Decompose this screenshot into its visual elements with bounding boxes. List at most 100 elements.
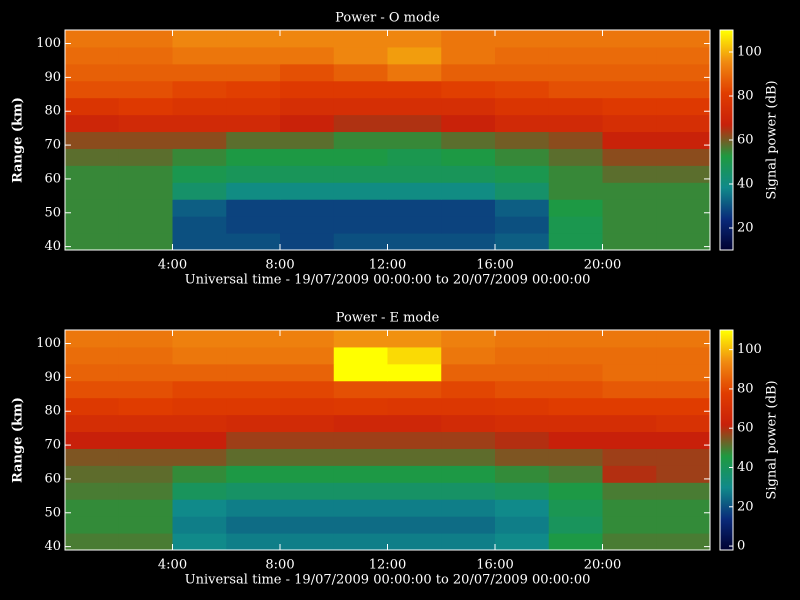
colorbar-swatch xyxy=(720,398,733,401)
heatmap-cell xyxy=(495,499,550,517)
colorbar-swatch xyxy=(720,104,733,107)
colorbar-swatch xyxy=(720,336,733,339)
heatmap-cell xyxy=(656,533,711,551)
heatmap-cell xyxy=(280,165,335,183)
heatmap-cell xyxy=(656,482,711,500)
heatmap-cell xyxy=(387,63,442,82)
colorbar-swatch xyxy=(720,82,733,85)
heatmap-cell xyxy=(387,233,442,251)
heatmap-cell xyxy=(280,46,335,65)
x-tick-label: 20:00 xyxy=(584,558,621,573)
heatmap-cell xyxy=(495,414,550,433)
heatmap-cell xyxy=(656,114,711,133)
colorbar-swatch xyxy=(720,238,733,241)
heatmap-cell xyxy=(172,97,227,116)
heatmap-cell xyxy=(387,516,442,534)
heatmap-cell xyxy=(226,165,281,183)
y-tick-label: 80 xyxy=(44,404,61,419)
heatmap-cell xyxy=(548,216,603,234)
colorbar-swatch xyxy=(720,524,733,527)
heatmap-cell xyxy=(495,30,550,48)
heatmap-cell xyxy=(441,448,496,466)
colorbar-swatch xyxy=(720,506,733,509)
colorbar-swatch xyxy=(720,116,733,119)
heatmap-cell xyxy=(548,482,603,500)
colorbar-swatch xyxy=(720,390,733,393)
colorbar-swatch xyxy=(720,470,733,473)
colorbar-swatch xyxy=(720,406,733,409)
heatmap-cell xyxy=(548,30,603,48)
heatmap-cell xyxy=(172,182,227,200)
heatmap-cell xyxy=(226,516,281,534)
heatmap-cell xyxy=(495,80,550,99)
heatmap-cell xyxy=(656,148,711,166)
colorbar-swatch xyxy=(720,128,733,131)
colorbar-swatch xyxy=(720,416,733,419)
heatmap-cell xyxy=(548,63,603,82)
x-axis-title: Universal time - 19/07/2009 00:00:00 to … xyxy=(185,573,591,588)
heatmap-cell xyxy=(548,148,603,166)
colorbar-swatch xyxy=(720,498,733,501)
colorbar-swatch xyxy=(720,184,733,187)
heatmap-cell xyxy=(387,448,442,466)
colorbar-swatch xyxy=(720,212,733,215)
heatmap-cell xyxy=(441,380,496,399)
heatmap-cell xyxy=(495,63,550,82)
heatmap-cell xyxy=(602,63,657,82)
heatmap-cell xyxy=(441,397,496,416)
colorbar-swatch xyxy=(720,370,733,373)
colorbar-swatch xyxy=(720,412,733,415)
heatmap-cell xyxy=(441,330,496,348)
heatmap-cell xyxy=(548,448,603,466)
heatmap-cell xyxy=(118,114,173,133)
heatmap-cell xyxy=(495,233,550,251)
heatmap-cell xyxy=(226,482,281,500)
colorbar-swatch xyxy=(720,396,733,399)
heatmap-cell xyxy=(548,397,603,416)
heatmap-cell xyxy=(602,363,657,382)
heatmap-cell xyxy=(548,414,603,433)
colorbar-swatch xyxy=(720,342,733,345)
heatmap-cell xyxy=(118,148,173,166)
colorbar-swatch xyxy=(720,456,733,459)
heatmap-cell xyxy=(441,63,496,82)
heatmap-cell xyxy=(495,533,550,551)
heatmap-cell xyxy=(441,199,496,217)
heatmap-cell xyxy=(387,482,442,500)
colorbar-swatch xyxy=(720,502,733,505)
heatmap-cell xyxy=(387,97,442,116)
colorbar-swatch xyxy=(720,330,733,333)
heatmap-cell xyxy=(441,431,496,449)
colorbar-swatch xyxy=(720,350,733,353)
heatmap-cell xyxy=(656,97,711,116)
colorbar-swatch xyxy=(720,200,733,203)
colorbar-swatch xyxy=(720,346,733,349)
colorbar-swatch xyxy=(720,522,733,525)
y-tick-label: 60 xyxy=(44,171,61,186)
heatmap-cell xyxy=(65,165,120,183)
colorbar-swatch xyxy=(720,164,733,167)
heatmap-cell xyxy=(172,380,227,399)
colorbar-swatch xyxy=(720,226,733,229)
heatmap-cell xyxy=(495,482,550,500)
heatmap-cell xyxy=(280,448,335,466)
y-tick-label: 80 xyxy=(44,104,61,119)
x-tick-label: 20:00 xyxy=(584,258,621,273)
colorbar-swatch xyxy=(720,484,733,487)
colorbar-swatch xyxy=(720,90,733,93)
heatmap-cell xyxy=(280,482,335,500)
heatmap-cell xyxy=(118,363,173,382)
heatmap-cell xyxy=(548,516,603,534)
colorbar-swatch xyxy=(720,56,733,59)
colorbar-swatch xyxy=(720,208,733,211)
colorbar-swatch xyxy=(720,102,733,105)
colorbar-swatch xyxy=(720,54,733,57)
heatmap-cell xyxy=(441,533,496,551)
colorbar-swatch xyxy=(720,382,733,385)
colorbar-swatch xyxy=(720,394,733,397)
heatmap-cell xyxy=(118,46,173,65)
colorbar-swatch xyxy=(720,92,733,95)
heatmap-cell xyxy=(441,182,496,200)
